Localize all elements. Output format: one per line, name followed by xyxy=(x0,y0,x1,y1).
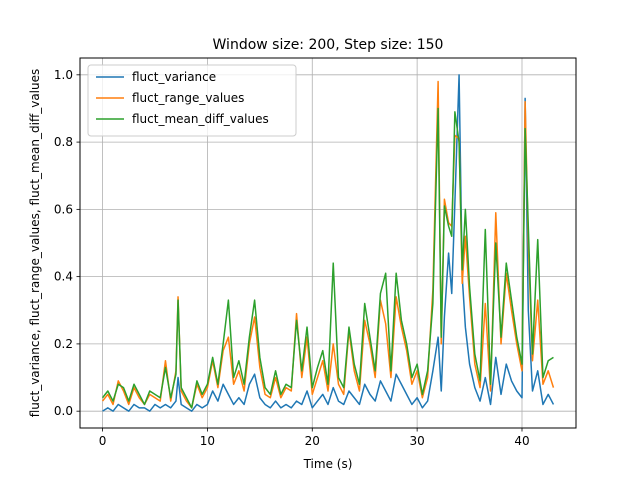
x-tick-label: 10 xyxy=(200,434,215,448)
series-layer xyxy=(101,74,555,412)
x-tick-label: 30 xyxy=(409,434,424,448)
legend-label: fluct_range_values xyxy=(132,91,244,105)
x-tick-label: 40 xyxy=(514,434,529,448)
legend-label: fluct_mean_diff_values xyxy=(132,112,269,126)
chart-title: Window size: 200, Step size: 150 xyxy=(213,37,444,53)
legend: fluct_variance fluct_range_values fluct_me… xyxy=(87,64,297,137)
y-tick-label: 0.6 xyxy=(54,202,73,216)
legend-box xyxy=(87,64,297,137)
x-tick-label: 20 xyxy=(305,434,320,448)
x-tick-label: 0 xyxy=(99,434,107,448)
y-tick-label: 1.0 xyxy=(54,68,73,82)
axis-ticks: 0 10 20 30 40 0.0 0.2 0.4 0.6 0.8 1.0 xyxy=(54,68,530,448)
legend-label: fluct_variance xyxy=(132,70,216,84)
y-tick-label: 0.8 xyxy=(54,135,73,149)
axes-frame xyxy=(79,57,577,429)
y-axis-label: fluct_variance, fluct_range_values, fluc… xyxy=(28,69,42,418)
y-tick-label: 0.0 xyxy=(54,404,73,418)
x-axis-label: Time (s) xyxy=(303,457,353,471)
y-tick-label: 0.2 xyxy=(54,337,73,351)
series-line-fluct-mean-diff-values xyxy=(101,107,554,409)
y-tick-label: 0.4 xyxy=(54,270,73,284)
grid-lines xyxy=(80,58,576,428)
series-line-fluct-variance xyxy=(102,74,555,412)
